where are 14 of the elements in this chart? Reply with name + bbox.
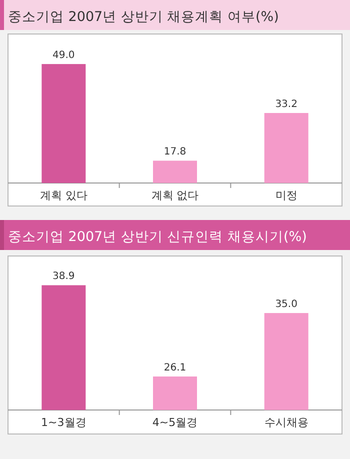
chart-title: 중소기업 2007년 상반기 채용계획 여부(%) bbox=[8, 9, 279, 25]
data-label: 38.9 bbox=[52, 271, 75, 282]
data-label: 49.0 bbox=[52, 50, 75, 62]
chart-title: 중소기업 2007년 상반기 신규인력 채용시기(%) bbox=[8, 229, 307, 245]
data-label: 35.0 bbox=[275, 299, 298, 310]
x-tick-label: 계획 없다 bbox=[151, 189, 199, 202]
x-tick-label: 4~5월경 bbox=[152, 416, 198, 429]
x-tick-label: 계획 있다 bbox=[40, 189, 88, 202]
x-tick-label: 수시채용 bbox=[264, 416, 308, 429]
x-tick-label: 미정 bbox=[275, 189, 298, 202]
data-label: 33.2 bbox=[275, 98, 298, 110]
x-tick-label: 1~3월경 bbox=[41, 416, 86, 429]
data-label: 17.8 bbox=[164, 146, 186, 158]
data-label: 26.1 bbox=[164, 362, 186, 374]
